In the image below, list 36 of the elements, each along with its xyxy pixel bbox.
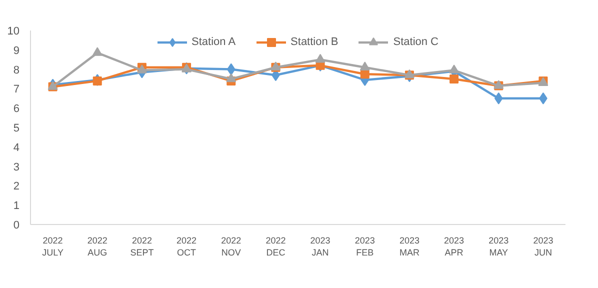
point [494,92,503,104]
x-tick-label: 2023 MAY [488,236,509,258]
x-tick-label: 2023 JUN [533,236,554,258]
x-tick-label: 2023 MAR [399,236,420,258]
x-tick-label: 2022 NOV [221,236,242,258]
y-tick-label: 10 [7,26,20,38]
x-tick-label: 2023 APR [444,236,464,258]
x-tick-label: 2023 FEB [354,236,375,258]
point [92,76,102,86]
point [226,63,236,76]
y-tick-label: 5 [13,122,20,134]
point [360,70,370,79]
x-tick-label: 2022 OCT [176,236,197,258]
legend-label: Stattion B [290,36,338,48]
point [92,47,102,56]
y-tick-label: 2 [13,180,20,193]
y-tick-label: 1 [13,200,20,212]
x-tick-label: 2022 SEPT [130,236,154,258]
x-tick-label: 2022 DEC [266,236,286,258]
y-tick-label: 7 [13,84,20,96]
y-tick-label: 0 [13,220,20,232]
x-tick-label: 2023 JAN [310,236,330,258]
x-tick-label: 2022 AUG [87,236,108,258]
y-tick-label: 9 [13,44,20,57]
point [449,64,460,74]
y-tick-label: 4 [13,142,20,154]
point [360,62,370,70]
point [226,73,236,82]
x-tick-label: 2022 JULY [42,236,64,258]
y-tick-label: 6 [13,103,20,116]
point [450,74,459,84]
legend-label: Station A [192,36,236,48]
point [315,54,326,63]
y-tick-label: 3 [13,161,20,174]
legend-label: Station C [393,36,438,48]
y-tick-label: 8 [13,64,20,76]
